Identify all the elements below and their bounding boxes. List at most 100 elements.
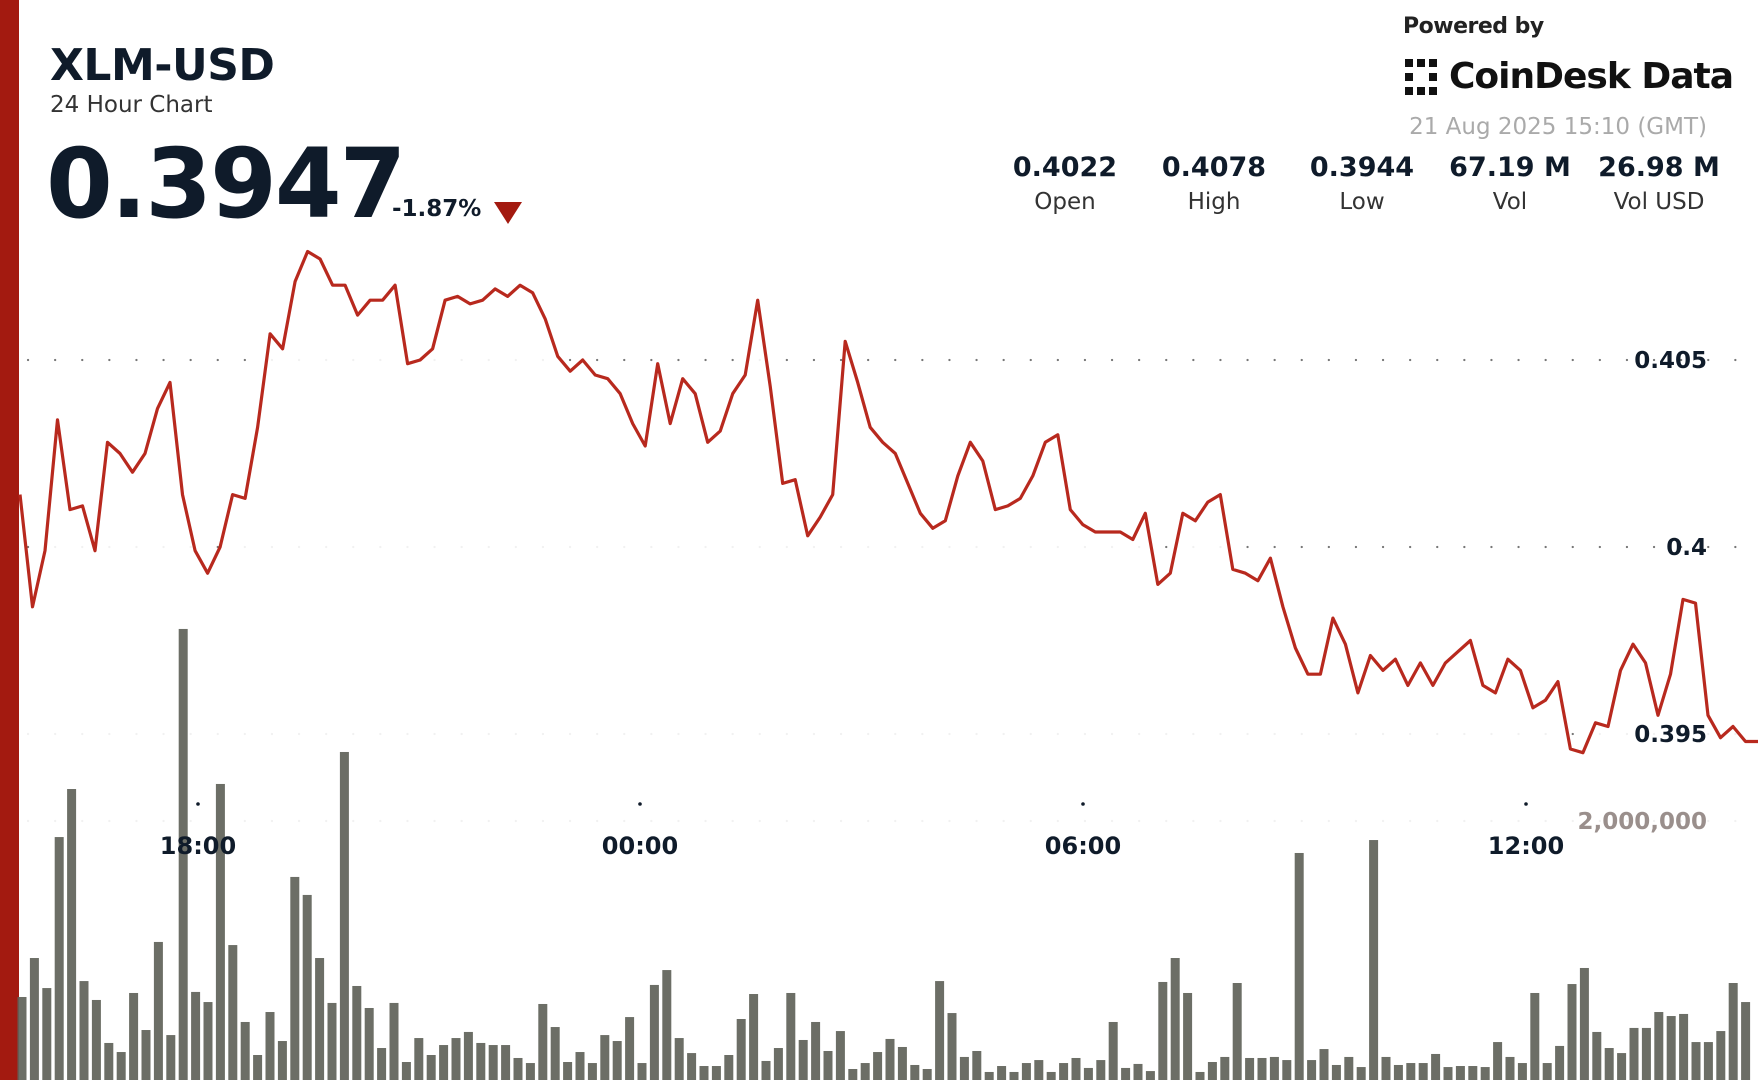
stat-label: Vol xyxy=(1492,189,1528,215)
volume-bar xyxy=(1703,1042,1713,1080)
volume-bar xyxy=(476,1042,486,1080)
price-line xyxy=(18,249,1758,755)
x-tick-label: 00:00 xyxy=(602,832,678,860)
volume-bar xyxy=(1207,1061,1217,1080)
volume-bar xyxy=(1517,1063,1527,1080)
volume-bar xyxy=(1220,1056,1230,1080)
price-area xyxy=(20,251,1758,1080)
volume-bar xyxy=(265,1012,275,1080)
volume-bar xyxy=(1021,1063,1031,1080)
volume-bar xyxy=(1046,1071,1056,1080)
stat-label: Low xyxy=(1339,189,1385,215)
volume-bar xyxy=(699,1066,709,1080)
stat-label: Vol USD xyxy=(1613,189,1705,215)
volume-bar xyxy=(1381,1056,1391,1080)
volume-bar xyxy=(1443,1067,1453,1080)
volume-bar xyxy=(835,1031,845,1080)
volume-bar xyxy=(352,985,362,1080)
volume-bar xyxy=(1691,1042,1701,1080)
volume-bar xyxy=(389,1002,399,1080)
volume-bar xyxy=(215,783,225,1080)
volume-bar xyxy=(1468,1066,1478,1080)
volume-tick-label: 2,000,000 xyxy=(1578,809,1708,835)
volume-bar xyxy=(1108,1021,1118,1080)
stat-low: 0.3944 Low xyxy=(1287,152,1437,215)
volume-bar xyxy=(17,996,27,1080)
volume-bar xyxy=(724,1055,734,1080)
x-tick-mark xyxy=(196,802,200,806)
stat-value: 67.19 M xyxy=(1449,152,1571,183)
volume-bar xyxy=(873,1052,883,1080)
y-tick-label: 0.405 xyxy=(1634,348,1707,374)
volume-bar xyxy=(674,1038,684,1080)
volume-bar xyxy=(501,1045,511,1080)
volume-bar xyxy=(1170,958,1180,1080)
volume-bar xyxy=(1059,1063,1069,1080)
volume-bar xyxy=(1542,1063,1552,1080)
volume-bar xyxy=(749,994,759,1080)
coindesk-data-logo: CoinDesk Data xyxy=(1403,56,1734,97)
volume-bar xyxy=(786,992,796,1080)
stat-vol-usd: 26.98 M Vol USD xyxy=(1584,152,1734,215)
volume-bar xyxy=(922,1068,932,1080)
volume-bar xyxy=(240,1021,250,1080)
volume-bar xyxy=(662,970,672,1080)
volume-bar xyxy=(253,1055,263,1080)
chart-subtitle: 24 Hour Chart xyxy=(50,92,213,118)
accent-bar xyxy=(0,0,19,1080)
volume-bar xyxy=(1431,1053,1441,1080)
volume-bar xyxy=(1567,984,1577,1080)
volume-bar xyxy=(191,991,201,1080)
volume-bar xyxy=(1096,1060,1106,1080)
x-tick-mark xyxy=(1081,802,1085,806)
volume-bar xyxy=(1356,1067,1366,1080)
volume-bar xyxy=(649,984,659,1080)
volume-bar xyxy=(178,628,188,1080)
volume-bar xyxy=(1716,1031,1726,1080)
volume-bar xyxy=(463,1031,473,1080)
stat-value: 0.4022 xyxy=(1012,152,1118,183)
volume-bar xyxy=(773,1048,783,1080)
volume-bar xyxy=(1505,1056,1515,1080)
volume-bar xyxy=(761,1060,771,1080)
x-tick-label: 06:00 xyxy=(1045,832,1121,860)
volume-bar xyxy=(1617,1053,1627,1080)
volume-bar xyxy=(129,992,139,1080)
stat-label: High xyxy=(1187,189,1241,215)
volume-bar xyxy=(79,981,89,1080)
volume-bar xyxy=(1158,981,1168,1080)
volume-bar xyxy=(575,1052,585,1080)
volume-bar xyxy=(1480,1067,1490,1080)
volume-bar xyxy=(711,1066,721,1080)
volume-bar xyxy=(910,1064,920,1080)
x-tick-mark xyxy=(638,802,642,806)
x-tick-label: 18:00 xyxy=(160,832,236,860)
volume-bar xyxy=(67,789,77,1080)
volume-bar xyxy=(860,1063,870,1080)
volume-bar xyxy=(166,1035,176,1080)
volume-bar xyxy=(488,1045,498,1080)
volume-bar xyxy=(848,1068,858,1080)
volume-bar xyxy=(327,1002,337,1080)
volume-bar xyxy=(972,1050,982,1080)
volume-bar xyxy=(1294,852,1304,1080)
volume-bar xyxy=(984,1071,994,1080)
stat-high: 0.4078 High xyxy=(1139,152,1289,215)
volume-bar xyxy=(1071,1057,1081,1080)
volume-bar xyxy=(1604,1048,1614,1080)
volume-bar xyxy=(1666,1016,1676,1080)
volume-bar xyxy=(563,1061,573,1080)
volume-bar xyxy=(1530,992,1540,1080)
volume-bar xyxy=(1393,1064,1403,1080)
x-tick-label: 12:00 xyxy=(1488,832,1564,860)
current-price: 0.3947 xyxy=(46,128,406,240)
volume-bar xyxy=(1331,1064,1341,1080)
volume-bar xyxy=(104,1042,114,1080)
volume-bar xyxy=(1555,1045,1565,1080)
volume-bar xyxy=(612,1041,622,1080)
volume-bar xyxy=(600,1035,610,1080)
volume-bar xyxy=(54,837,64,1080)
volume-bar xyxy=(1009,1071,1019,1080)
volume-bar xyxy=(91,999,101,1080)
